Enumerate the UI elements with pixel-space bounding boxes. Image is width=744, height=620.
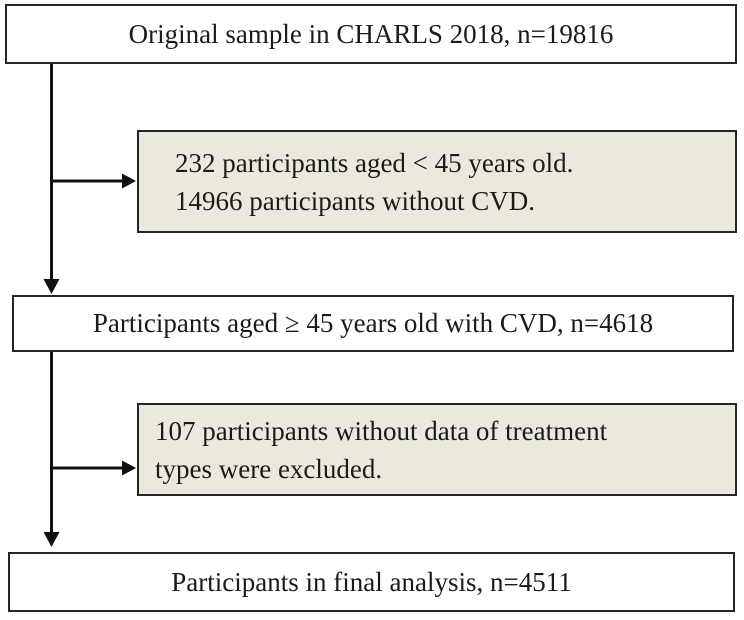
- box-exclusion-2: 107 participants without data of treatme…: [137, 403, 737, 496]
- exclusion-2-line-2: types were excluded.: [155, 453, 383, 484]
- box-eligible-participants: Participants aged ≥ 45 years old with CV…: [12, 295, 734, 352]
- exclusion-2-line-1: 107 participants without data of treatme…: [155, 415, 608, 446]
- arrow-middle-to-bottom: [43, 352, 60, 547]
- box-original-sample-label: Original sample in CHARLS 2018, n=19816: [128, 18, 614, 49]
- box-original-sample: Original sample in CHARLS 2018, n=19816: [5, 4, 737, 64]
- box-exclusion-1: 232 participants aged < 45 years old. 14…: [137, 130, 737, 233]
- exclusion-1-line-1: 232 participants aged < 45 years old.: [175, 147, 574, 178]
- arrow-top-to-middle: [43, 64, 60, 294]
- box-eligible-participants-label: Participants aged ≥ 45 years old with CV…: [92, 308, 654, 339]
- box-final-analysis: Participants in final analysis, n=4511: [8, 552, 735, 612]
- box-final-analysis-label: Participants in final analysis, n=4511: [171, 566, 572, 597]
- arrow-branch-to-exclusion-1: [50, 173, 136, 189]
- exclusion-1-line-2: 14966 participants without CVD.: [175, 185, 535, 216]
- arrow-branch-to-exclusion-2: [50, 460, 136, 476]
